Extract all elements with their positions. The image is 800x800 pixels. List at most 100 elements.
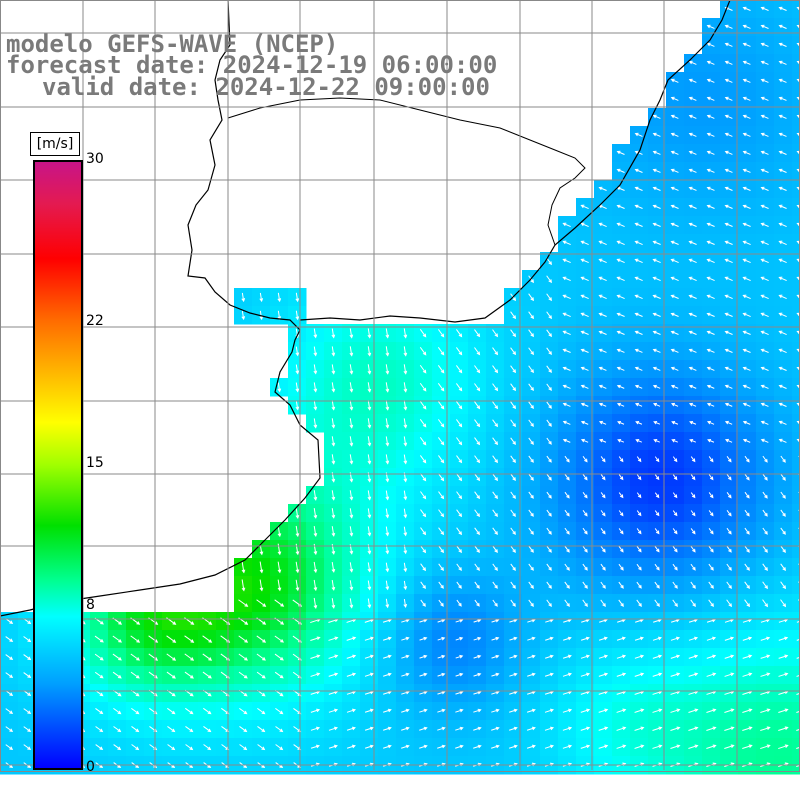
wind-arrow xyxy=(742,402,751,407)
wind-arrow xyxy=(367,454,372,465)
wind-arrow xyxy=(5,672,14,679)
wind-arrow xyxy=(688,132,697,137)
wind-arrow xyxy=(313,597,318,610)
wind-arrow xyxy=(367,436,372,447)
wind-arrow xyxy=(492,401,499,410)
wind-arrow xyxy=(94,671,104,679)
wind-cell xyxy=(792,504,800,523)
wind-arrow xyxy=(724,78,733,83)
wind-arrow xyxy=(580,672,591,677)
wind-arrow xyxy=(744,455,750,463)
wind-arrow xyxy=(672,492,678,499)
wind-arrow xyxy=(636,510,642,517)
wind-arrow xyxy=(706,330,715,335)
wind-arrow xyxy=(564,545,570,553)
wind-arrow xyxy=(598,330,607,335)
wind-arrow xyxy=(403,562,408,573)
wind-arrow xyxy=(724,132,733,137)
wind-cell xyxy=(792,126,800,145)
wind-arrow xyxy=(401,744,410,749)
wind-arrow xyxy=(778,330,787,335)
wind-arrow xyxy=(672,510,678,517)
wind-arrow xyxy=(492,581,498,589)
wind-arrow xyxy=(277,543,282,556)
wind-arrow xyxy=(367,364,372,375)
wind-arrow xyxy=(510,437,516,446)
wind-arrow xyxy=(167,707,176,715)
wind-arrow xyxy=(706,42,715,47)
wind-arrow xyxy=(598,258,607,264)
wind-arrow xyxy=(706,132,715,137)
wind-arrow xyxy=(580,366,589,371)
wind-arrow xyxy=(724,204,733,209)
wind-arrow xyxy=(652,654,663,659)
wind-arrow xyxy=(310,708,321,713)
wind-arrow xyxy=(760,42,769,47)
wind-arrow xyxy=(580,636,590,641)
wind-arrow xyxy=(652,132,661,137)
wind-arrow xyxy=(652,276,661,281)
wind-arrow xyxy=(456,545,462,554)
wind-arrow xyxy=(652,744,663,749)
wind-arrow xyxy=(706,114,715,119)
wind-arrow xyxy=(796,674,800,677)
wind-arrow xyxy=(562,726,573,731)
wind-arrow xyxy=(346,726,356,731)
wind-arrow xyxy=(474,365,481,374)
wind-arrow xyxy=(726,545,732,553)
wind-arrow xyxy=(528,437,534,445)
wind-arrow xyxy=(760,204,769,209)
wind-arrow xyxy=(742,60,751,65)
wind-arrow xyxy=(744,527,750,535)
wind-arrow xyxy=(778,402,787,407)
wind-arrow xyxy=(580,330,589,335)
wind-arrow xyxy=(760,24,769,29)
wind-arrow xyxy=(383,726,392,731)
wind-arrow xyxy=(385,400,390,411)
wind-arrow xyxy=(202,635,213,643)
wind-arrow xyxy=(616,654,627,659)
wind-arrow xyxy=(616,240,625,245)
colorbar-label: 0 xyxy=(86,759,95,775)
wind-arrow xyxy=(313,328,318,339)
wind-arrow xyxy=(688,636,699,641)
wind-arrow xyxy=(313,490,318,501)
wind-arrow xyxy=(653,420,661,425)
wind-arrow xyxy=(564,455,570,463)
wind-arrow xyxy=(706,60,715,65)
wind-arrow xyxy=(688,276,697,281)
wind-arrow xyxy=(331,418,336,429)
wind-arrow xyxy=(456,329,463,338)
wind-arrow xyxy=(742,294,751,299)
wind-arrow xyxy=(616,276,625,281)
wind-arrow xyxy=(528,581,534,589)
wind-arrow xyxy=(544,726,554,731)
wind-arrow xyxy=(688,366,697,371)
wind-arrow xyxy=(474,437,481,446)
wind-arrow xyxy=(527,636,536,641)
wind-arrow xyxy=(331,490,336,501)
wind-arrow xyxy=(510,401,516,410)
wind-arrow xyxy=(670,330,679,335)
wind-arrow xyxy=(760,366,769,371)
wind-arrow xyxy=(455,654,464,659)
wind-arrow xyxy=(364,654,375,659)
wind-arrow xyxy=(546,455,552,463)
wind-arrow xyxy=(760,330,769,335)
wind-arrow xyxy=(652,204,661,209)
wind-arrow xyxy=(438,509,445,518)
wind-arrow xyxy=(438,527,445,536)
wind-arrow xyxy=(688,150,697,155)
wind-arrow xyxy=(599,438,607,443)
wind-arrow xyxy=(652,672,663,677)
wind-arrow xyxy=(582,563,588,571)
wind-arrow xyxy=(403,454,408,465)
wind-arrow xyxy=(94,635,104,643)
wind-arrow xyxy=(295,507,300,519)
wind-arrow xyxy=(672,528,678,535)
wind-arrow xyxy=(331,526,336,537)
wind-arrow xyxy=(364,672,374,677)
wind-arrow xyxy=(546,419,552,427)
wind-arrow xyxy=(634,276,643,281)
